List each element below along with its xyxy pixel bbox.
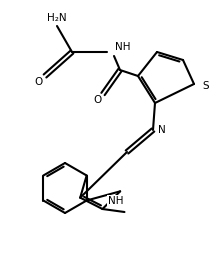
Text: O: O bbox=[93, 95, 101, 105]
Text: N: N bbox=[158, 125, 166, 135]
Text: NH: NH bbox=[108, 196, 124, 206]
Text: H₂N: H₂N bbox=[47, 13, 67, 23]
Text: S: S bbox=[202, 81, 209, 91]
Text: NH: NH bbox=[115, 42, 130, 52]
Text: O: O bbox=[34, 77, 42, 87]
